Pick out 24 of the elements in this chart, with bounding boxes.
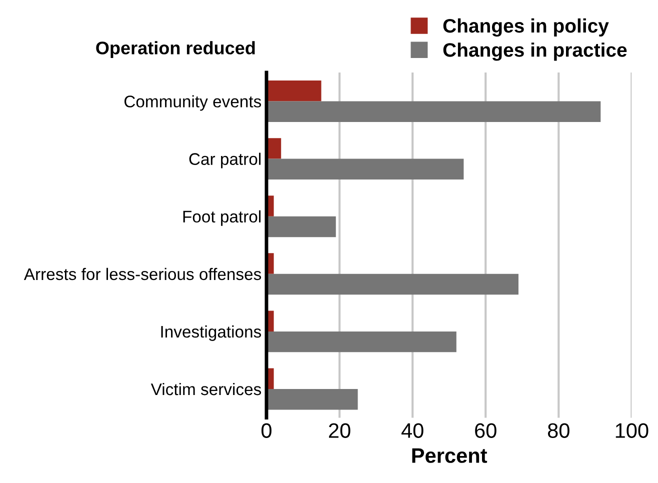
x-axis-title: Percent bbox=[412, 448, 488, 463]
legend-label: Changes in practice bbox=[443, 42, 627, 61]
y-tick-label: Car patrol bbox=[189, 152, 261, 168]
y-tick-label: Victim services bbox=[150, 382, 262, 396]
x-tick-label: 100 bbox=[616, 423, 648, 438]
bar bbox=[266, 331, 456, 352]
y-tick-label: Arrests for less-serious offenses bbox=[24, 268, 262, 280]
legend-label: Changes in policy bbox=[443, 18, 609, 37]
y-tick-label: Investigations bbox=[161, 325, 262, 341]
y-axis-title: Operation reduced bbox=[96, 41, 255, 58]
y-tick-label: Foot patrol bbox=[183, 210, 261, 226]
x-tick-label: 60 bbox=[475, 423, 496, 438]
bar bbox=[266, 80, 322, 102]
bar bbox=[266, 216, 336, 238]
x-tick-label: 80 bbox=[548, 423, 570, 438]
bar bbox=[266, 101, 601, 122]
x-tick-label: 0 bbox=[262, 423, 272, 438]
bar bbox=[266, 274, 518, 295]
x-tick-label: 40 bbox=[401, 423, 424, 438]
bar bbox=[266, 138, 282, 159]
y-tick-label: Community events bbox=[124, 95, 262, 111]
bar bbox=[266, 389, 358, 410]
bar bbox=[266, 158, 464, 180]
x-tick-label: 20 bbox=[328, 423, 350, 438]
